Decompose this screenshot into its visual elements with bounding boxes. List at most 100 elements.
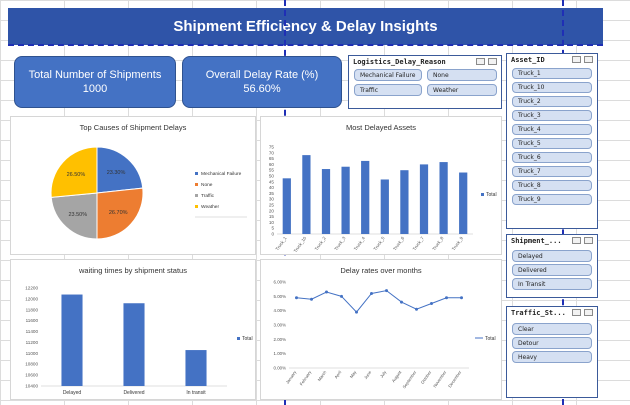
y-tick-label: 35 <box>269 191 275 196</box>
chart-title: Delay rates over months <box>340 266 422 275</box>
slicer-item[interactable]: Truck_4 <box>512 124 592 135</box>
data-point <box>340 294 343 298</box>
kpi-total-value: 1000 <box>82 83 108 95</box>
y-tick-label: 11400 <box>26 329 39 334</box>
slicer-item[interactable]: Heavy <box>512 351 592 363</box>
x-tick-label: Truck_3 <box>333 235 346 251</box>
x-tick-label: Truck_7 <box>412 235 425 251</box>
chart-title: Most Delayed Assets <box>345 123 417 132</box>
chart-waiting-times[interactable]: waiting times by shipment status 10400 10… <box>10 259 256 400</box>
bar <box>123 303 145 386</box>
kpi-delay-rate[interactable]: Overall Delay Rate (%) 56.60% <box>182 56 342 108</box>
pie-slice <box>50 192 98 240</box>
multi-select-icon[interactable] <box>572 56 581 63</box>
bar <box>419 164 429 234</box>
x-tick-label: August <box>391 369 403 383</box>
y-tick-label: 2.00% <box>274 337 287 342</box>
x-tick-label: Truck_1 <box>275 235 288 251</box>
slicer-item[interactable]: Truck_10 <box>512 82 592 93</box>
bar <box>459 172 468 234</box>
x-tick-label: Truck_4 <box>353 235 366 251</box>
y-tick-label: 0 <box>271 232 274 237</box>
kpi-total-shipments[interactable]: Total Number of Shipments 1000 <box>14 56 176 108</box>
kpi-total-label: Total Number of Shipments <box>28 69 162 81</box>
data-point <box>415 307 418 311</box>
legend-entry: Mechanical Failure <box>201 171 242 177</box>
chart-most-delayed-assets[interactable]: Most Delayed Assets 0 5 10 15 20 25 30 35 40 45 50… <box>260 116 502 255</box>
y-tick-label: 11800 <box>26 307 39 312</box>
x-tick-label: October <box>420 369 433 385</box>
x-tick-label: January <box>285 369 298 385</box>
slicer-item[interactable]: Truck_7 <box>512 166 592 177</box>
slicer-item[interactable]: Delayed <box>512 250 592 262</box>
chart-title: waiting times by shipment status <box>79 266 187 275</box>
y-tick-label: 10800 <box>25 362 38 367</box>
slicer-traffic-status[interactable]: Traffic_St... Clear Detour Heavy <box>506 306 598 398</box>
x-tick-label: Delivered <box>123 390 144 396</box>
y-tick-label: 11000 <box>26 351 39 356</box>
slicer-traffic-title: Traffic_St... <box>511 309 566 317</box>
y-tick-label: 15 <box>269 214 275 219</box>
x-tick-label: Truck_5 <box>373 235 386 251</box>
slicer-item[interactable]: Delivered <box>512 264 592 276</box>
slicer-item[interactable]: Truck_2 <box>512 96 592 107</box>
clear-filter-icon[interactable] <box>584 237 593 244</box>
slicer-logistics-delay-reason[interactable]: Logistics_Delay_Reason Mechanical Failur… <box>348 55 502 109</box>
multi-select-icon[interactable] <box>476 58 485 65</box>
y-tick-label: 5 <box>271 226 274 231</box>
clear-filter-icon[interactable] <box>584 309 593 316</box>
legend-marker <box>195 172 198 175</box>
data-point <box>325 290 328 294</box>
multi-select-icon[interactable] <box>572 237 581 244</box>
slicer-item[interactable]: Truck_8 <box>512 180 592 191</box>
slicer-item[interactable]: Weather <box>427 84 497 96</box>
clear-filter-icon[interactable] <box>584 56 593 63</box>
pie-slice <box>50 146 98 198</box>
legend-entry: None <box>201 182 213 188</box>
slicer-item[interactable]: Truck_1 <box>512 68 592 79</box>
slicer-item[interactable]: Truck_9 <box>512 194 592 205</box>
pie-data-label: 23.50% <box>68 212 87 218</box>
data-point <box>460 296 463 300</box>
slicer-asset-id[interactable]: Asset_ID Truck_1 Truck_10 Truck_2 Truck_3 Tr… <box>506 53 598 229</box>
slicer-item[interactable]: Detour <box>512 337 592 349</box>
slicer-item[interactable]: In Transit <box>512 278 592 290</box>
y-tick-label: 10600 <box>25 373 38 378</box>
bar <box>321 169 331 234</box>
y-tick-label: 11200 <box>26 340 39 345</box>
slicer-shipment-status[interactable]: Shipment_... Delayed Delivered In Transi… <box>506 234 598 298</box>
slicer-item[interactable]: Truck_3 <box>512 110 592 121</box>
slicer-item[interactable]: Traffic <box>354 84 422 96</box>
y-tick-label: 4.00% <box>274 308 287 313</box>
bar <box>61 294 83 386</box>
legend-entry: Total <box>486 192 497 198</box>
slicer-item[interactable]: Truck_5 <box>512 138 592 149</box>
y-tick-label: 65 <box>269 156 275 161</box>
legend-entry: Traffic <box>201 193 215 199</box>
kpi-delay-label: Overall Delay Rate (%) <box>205 69 319 81</box>
y-tick-label: 10400 <box>25 384 38 389</box>
slicer-item[interactable]: None <box>427 69 497 81</box>
y-tick-label: 55 <box>269 168 275 173</box>
y-tick-label: 12000 <box>25 296 38 301</box>
series-line <box>296 290 462 313</box>
data-point <box>295 296 298 300</box>
multi-select-icon[interactable] <box>572 309 581 316</box>
x-tick-label: February <box>299 369 313 386</box>
slicer-item[interactable]: Truck_6 <box>512 152 592 163</box>
x-tick-label: April <box>333 370 342 380</box>
legend-marker <box>195 205 198 208</box>
bar <box>400 170 409 234</box>
slicer-item[interactable]: Mechanical Failure <box>354 69 422 81</box>
chart-delay-rates-months[interactable]: Delay rates over months 0.00% 1.00% 2.00% 3… <box>260 259 502 400</box>
legend-marker <box>195 183 198 186</box>
clear-filter-icon[interactable] <box>488 58 497 65</box>
y-tick-label: 60 <box>269 162 275 167</box>
chart-delay-causes[interactable]: Top Causes of Shipment Delays 23.30% 26.7… <box>10 116 256 255</box>
y-tick-label: 11600 <box>26 318 39 323</box>
bar <box>341 166 350 234</box>
x-tick-label: November <box>432 369 448 388</box>
y-tick-label: 50 <box>269 174 275 179</box>
x-tick-label: Truck_10 <box>293 235 308 253</box>
slicer-item[interactable]: Clear <box>512 323 592 335</box>
